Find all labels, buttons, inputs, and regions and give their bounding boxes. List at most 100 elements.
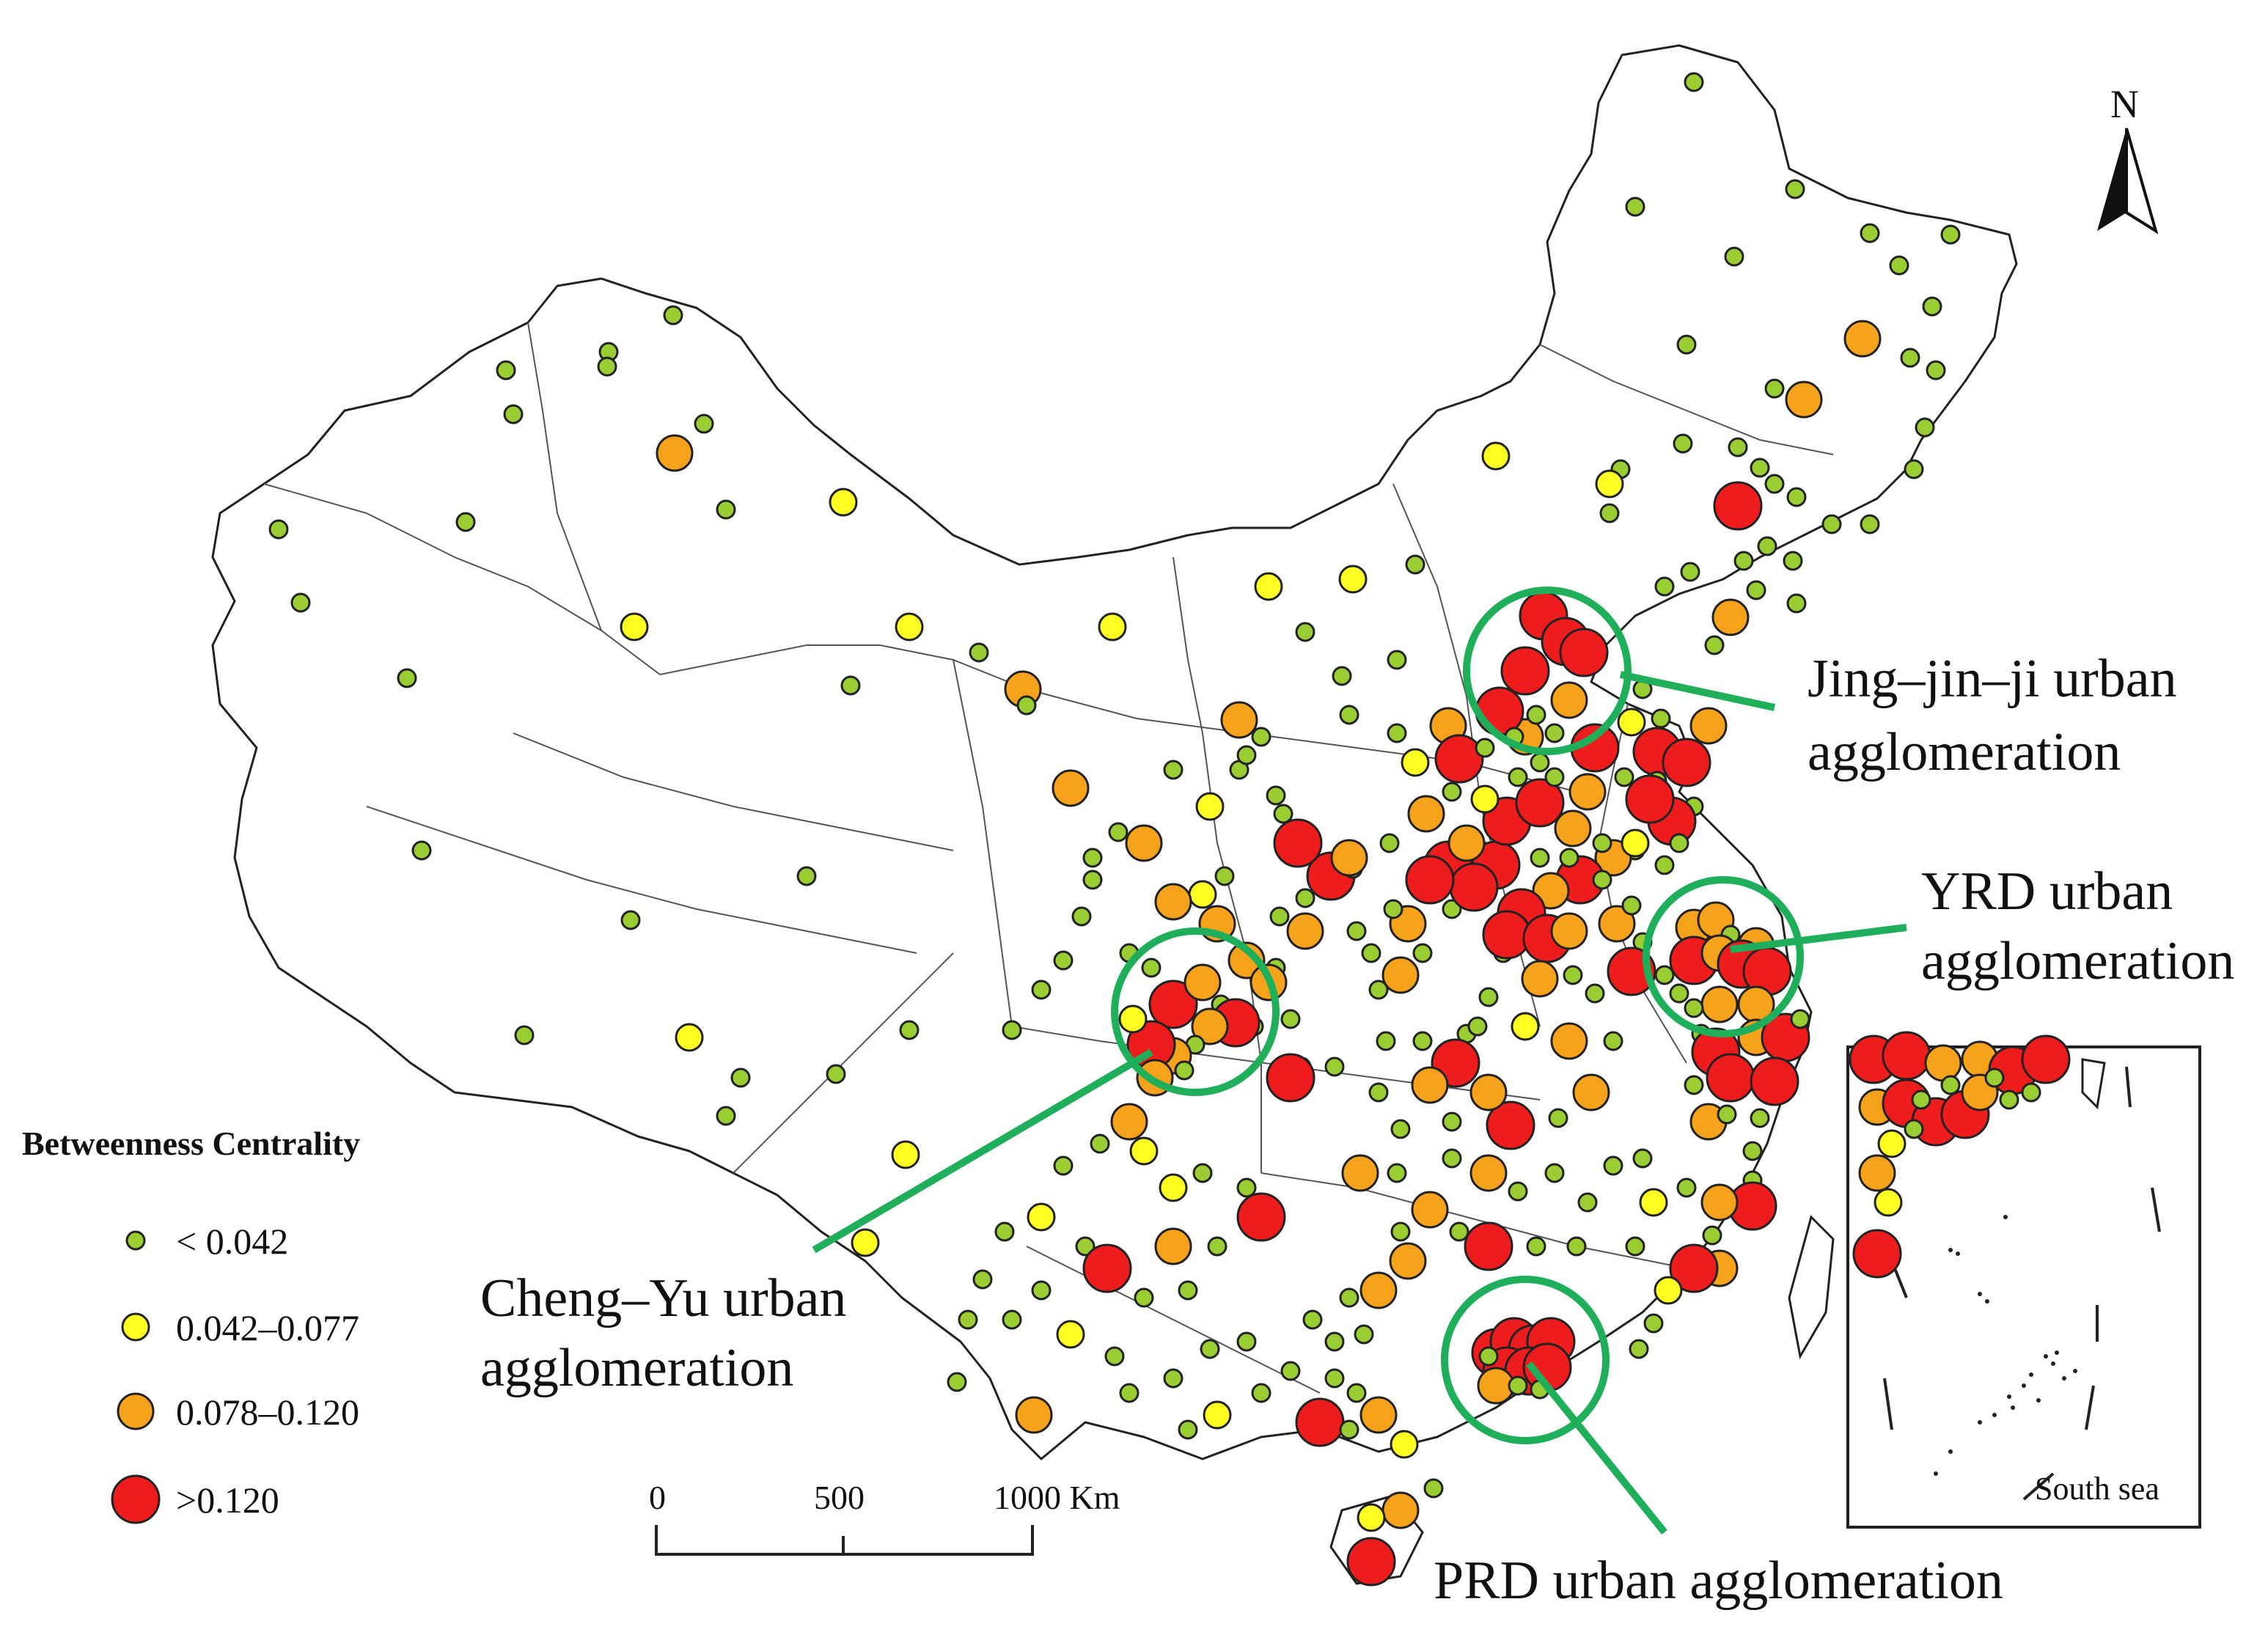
legend-label-low: 0.042–0.077	[176, 1307, 359, 1348]
cy-highlight-circle	[1111, 927, 1280, 1096]
city-marker	[1515, 778, 1565, 828]
city-marker	[514, 1025, 535, 1045]
south-sea-inset: South sea	[1846, 1031, 2201, 1529]
city-marker	[1354, 1324, 1374, 1345]
city-marker	[1554, 809, 1592, 848]
island-speck	[1992, 1413, 1997, 1417]
city-marker	[1082, 848, 1103, 868]
city-marker	[1559, 848, 1579, 868]
city-marker	[1464, 1221, 1513, 1271]
city-marker	[1603, 1031, 1623, 1051]
city-marker	[1621, 895, 1642, 916]
city-marker	[1154, 1227, 1192, 1265]
city-marker	[1572, 1073, 1610, 1111]
island-speck	[2007, 1394, 2011, 1399]
island-speck	[2073, 1369, 2077, 1373]
city-marker	[1053, 1155, 1074, 1176]
city-marker	[1680, 562, 1700, 582]
island-speck	[1948, 1449, 1953, 1454]
city-marker	[1295, 1397, 1345, 1447]
island-speck	[2029, 1372, 2033, 1377]
city-marker	[1302, 1309, 1323, 1330]
prd-highlight-circle	[1441, 1276, 1610, 1444]
city-marker	[1411, 1191, 1449, 1229]
city-marker	[1651, 708, 1671, 729]
city-marker	[1550, 1022, 1588, 1060]
city-marker	[597, 356, 617, 377]
city-marker	[1236, 1331, 1257, 1352]
island-speck	[2062, 1376, 2066, 1381]
legend-swatch-low	[121, 1312, 150, 1342]
city-marker	[1192, 1163, 1213, 1183]
city-marker	[1742, 1141, 1763, 1161]
city-marker	[1339, 1287, 1359, 1308]
city-marker	[1407, 795, 1445, 833]
city-marker	[1526, 1236, 1546, 1257]
city-marker	[1031, 1280, 1052, 1301]
city-marker	[1676, 334, 1697, 355]
city-marker	[829, 488, 858, 517]
city-marker	[411, 840, 432, 861]
city-marker	[1577, 1192, 1598, 1213]
city-marker	[1858, 1154, 1896, 1192]
city-marker	[1254, 572, 1283, 601]
city-marker	[796, 866, 817, 886]
city-marker	[1053, 950, 1074, 971]
city-marker	[2021, 1082, 2041, 1103]
city-marker	[1592, 870, 1612, 890]
city-marker	[972, 1269, 993, 1290]
city-marker	[1595, 469, 1624, 499]
legend-swatch-high	[111, 1474, 161, 1524]
city-marker	[1357, 1503, 1386, 1532]
city-marker	[1621, 828, 1650, 858]
city-marker	[1002, 1020, 1022, 1040]
city-marker	[1521, 960, 1559, 998]
city-marker	[1750, 1108, 1770, 1128]
city-marker	[1203, 1400, 1232, 1430]
city-marker	[1926, 360, 1946, 381]
legend-title: Betweenness Centrality	[22, 1125, 360, 1162]
city-marker	[1669, 833, 1689, 853]
island-speck	[2011, 1405, 2015, 1410]
city-marker	[899, 1020, 920, 1040]
city-marker	[1478, 1346, 1499, 1367]
city-marker	[1724, 246, 1744, 267]
city-marker	[1236, 745, 1257, 765]
city-marker	[1442, 1111, 1462, 1132]
city-marker	[1559, 628, 1609, 677]
cy-callout-line	[812, 1048, 1153, 1254]
city-marker	[1273, 804, 1293, 824]
city-marker	[1922, 296, 1942, 317]
jjj-label-line2: agglomeration	[1808, 722, 2121, 782]
city-marker	[947, 1372, 967, 1392]
legend-label-mid: 0.078–0.120	[176, 1392, 359, 1433]
city-marker	[397, 668, 417, 688]
city-marker	[1563, 965, 1583, 985]
city-marker	[1783, 551, 1803, 571]
city-marker	[1882, 1031, 1931, 1081]
city-marker	[1381, 1491, 1420, 1529]
city-marker	[663, 305, 683, 326]
city-marker	[1434, 734, 1484, 784]
city-marker	[1785, 381, 1823, 419]
scale-tick-1000: 1000 Km	[994, 1479, 1120, 1516]
city-marker	[1269, 906, 1290, 927]
city-marker	[1423, 1478, 1444, 1499]
city-marker	[1381, 956, 1420, 994]
city-marker	[1669, 1243, 1719, 1293]
city-marker	[1550, 681, 1588, 719]
city-marker	[1324, 1056, 1345, 1077]
city-marker	[1390, 1221, 1411, 1242]
city-marker	[1273, 818, 1323, 868]
city-marker	[1339, 1419, 1359, 1440]
city-marker	[1188, 880, 1217, 909]
city-marker	[1984, 1067, 2005, 1088]
city-marker	[1566, 1236, 1587, 1257]
city-marker	[716, 499, 736, 520]
island-speck	[1978, 1292, 1982, 1296]
city-marker	[496, 360, 516, 381]
city-marker	[1470, 784, 1500, 814]
city-marker	[1669, 983, 1689, 1004]
city-marker	[1183, 963, 1222, 1001]
